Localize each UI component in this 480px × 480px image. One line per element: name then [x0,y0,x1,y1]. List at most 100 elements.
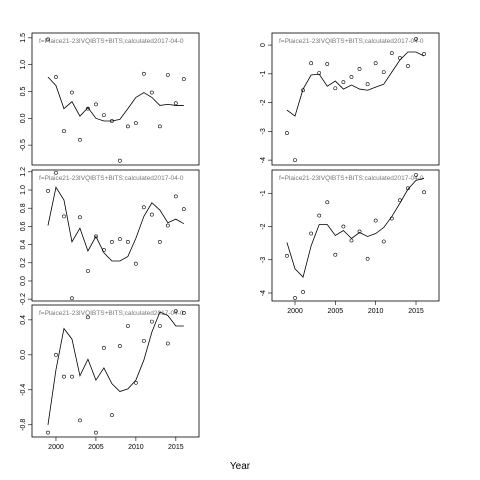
panel: f=Plaice21-23IVQIBTS+BITS;calculated2017… [20,32,200,166]
plot-frame [31,32,200,166]
data-point [133,380,138,385]
data-point [117,344,122,348]
panel-title: f=Plaice21-23IVQIBTS+BITS;calculated2017… [39,310,184,317]
x-tick-label: 2010 [368,308,384,315]
y-tick-label: -0.5 [20,139,27,151]
data-point [381,70,386,75]
panel: f=Plaice21-23IVQIBTS+BITS;calculated2017… [20,304,200,451]
y-tick-label: -0.2 [20,293,27,305]
data-point [173,309,178,314]
data-point [293,296,297,300]
data-point [365,82,370,87]
fit-line [47,311,184,425]
y-tick-label: -0.8 [20,419,27,431]
data-point [78,418,82,423]
data-point [94,102,98,107]
data-point [78,137,82,142]
data-point [62,214,66,219]
y-tick-label: -3 [260,257,267,263]
plot-frame [31,304,200,438]
data-point [70,374,74,379]
panel-title: f=Plaice21-23IVQIBTS+BITS;calculated2017… [279,175,424,182]
data-point [173,194,178,199]
y-tick-label: 0.0 [20,350,27,360]
data-point [125,124,130,129]
y-tick-label: 0.5 [20,87,27,97]
data-point [78,215,82,220]
y-tick-label: 1.0 [20,60,27,70]
data-point [181,207,186,212]
y-tick-label: -2 [260,99,267,105]
data-point [70,296,74,301]
y-tick-label: -0.4 [20,384,27,396]
data-point [157,124,162,129]
data-point [86,315,90,320]
x-tick-label: 2015 [408,308,424,315]
data-point [157,239,162,244]
data-point [309,61,314,66]
y-tick-label: 0.2 [20,258,27,268]
data-point [349,75,354,79]
data-point [141,205,146,210]
x-tick-label: 2000 [287,308,303,315]
data-point [94,234,98,239]
x-tick-label: 2005 [328,308,344,315]
plot-frame [31,169,200,302]
data-point [125,239,130,244]
data-point [285,131,289,135]
data-point [422,190,426,195]
data-point [62,129,66,134]
y-tick-label: 0.8 [20,203,27,213]
data-point [54,75,58,79]
x-tick-label: 2015 [168,444,184,451]
fit-line [47,76,184,122]
y-tick-label: -4 [260,290,267,296]
y-tick-label: 1.2 [20,167,27,177]
data-point [309,231,314,236]
data-point [54,170,58,175]
data-point [94,430,98,435]
y-tick-label: 0.0 [20,276,27,286]
x-tick-label: 2010 [128,444,144,451]
data-point [357,67,362,71]
y-tick-label: -3 [260,128,267,134]
data-point [301,290,305,294]
fit-line [286,51,425,117]
data-point [86,269,90,273]
data-point [341,80,346,85]
data-point [325,62,330,66]
data-point [102,113,106,117]
fit-line [286,177,425,278]
data-point [181,77,186,82]
data-point [62,374,66,379]
y-tick-label: -1 [260,71,267,77]
x-tick-label: 2000 [48,444,64,451]
panel: f=Plaice21-23IVQIBTS+BITS;calculated2017… [260,32,440,166]
data-point [141,338,146,343]
data-point [381,239,386,244]
data-point [117,158,122,163]
y-tick-label: 1.5 [20,33,27,43]
y-tick-label: 1.0 [20,185,27,195]
data-point [293,158,297,163]
data-point [149,212,154,217]
data-point [414,37,418,41]
data-point [341,224,346,229]
data-point [414,173,418,177]
panel-title: f=Plaice21-23IVQIBTS+BITS;calculated2017… [39,175,184,182]
data-point [357,229,362,234]
data-point [125,324,130,328]
data-point [165,341,170,346]
plot-frame [271,169,440,302]
data-point [133,121,138,126]
data-point [54,352,58,357]
plot-frame [271,32,440,166]
y-tick-label: -4 [260,157,267,163]
data-point [141,71,146,76]
fit-line [47,186,185,262]
y-tick-label: 0.0 [20,113,27,123]
data-point [406,64,410,68]
data-point [110,413,114,418]
y-tick-label: -1 [260,190,267,196]
